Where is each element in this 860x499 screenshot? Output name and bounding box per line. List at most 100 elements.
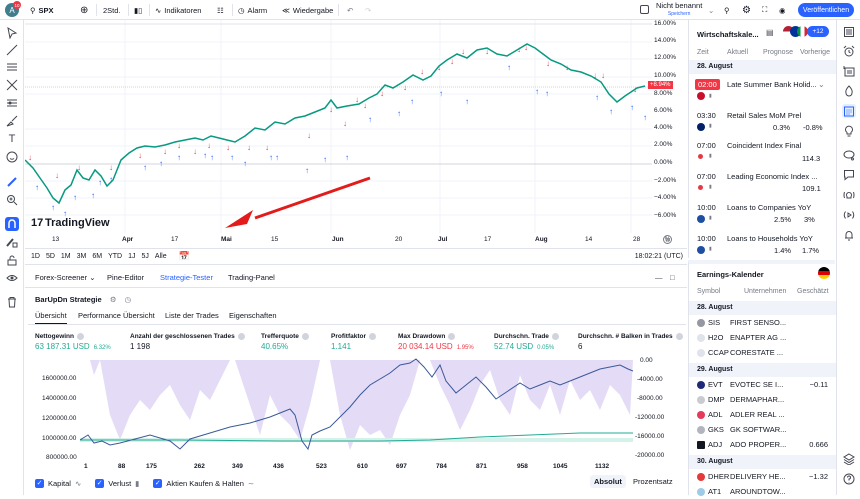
flag-us-icon[interactable]	[783, 26, 794, 37]
strategy-name[interactable]: BarUpDn Strategie ⚙ ◷	[35, 295, 132, 304]
interval-button[interactable]: 2Std.	[103, 5, 121, 15]
earnings-row[interactable]: GKS GK SOFTWAR...	[689, 423, 836, 437]
subtab-overview[interactable]: Übersicht	[35, 311, 67, 325]
calendar-range-icon[interactable]: 📅	[178, 251, 190, 261]
tab-strategy-tester[interactable]: Strategie-Tester	[160, 273, 213, 282]
help-icon[interactable]	[842, 472, 856, 486]
layouts-button[interactable]: ☷	[217, 0, 224, 20]
layers-icon[interactable]	[842, 452, 856, 466]
earnings-row[interactable]: CCAP CORESTATE ...	[689, 346, 836, 360]
range-ytd[interactable]: YTD	[108, 253, 123, 260]
goto-settings-icon[interactable]: ⊗	[665, 237, 671, 244]
subtab-properties[interactable]: Eigenschaften	[229, 311, 277, 320]
undo-button[interactable]: ↶	[347, 0, 353, 20]
alarm-button[interactable]: ◷ Alarm	[238, 5, 268, 15]
mode-percent-button[interactable]: Prozentsatz	[633, 477, 673, 486]
earnings-row[interactable]: H2O ENAPTER AG ...	[689, 331, 836, 345]
earnings-row[interactable]: DMP DERMAPHAR...	[689, 393, 836, 407]
earnings-row[interactable]: EVT EVOTEC SE I... −0.11	[689, 378, 836, 392]
flag-eu-icon[interactable]	[790, 26, 801, 37]
range-all[interactable]: Alle	[154, 253, 167, 260]
price-axis[interactable]: 16.00% 14.00% 12.00% 10.00% 8.00% 6.00% …	[654, 20, 677, 219]
cursor-icon[interactable]	[5, 26, 19, 40]
svg-text:↑: ↑	[177, 153, 181, 162]
range-5d[interactable]: 5D	[45, 253, 55, 260]
more-countries-badge[interactable]: +12	[807, 26, 829, 37]
indicators-button[interactable]: ∿ Indikatoren	[155, 5, 202, 15]
add-symbol-button[interactable]: ⊕	[80, 0, 88, 20]
filter-icon[interactable]: ▤	[766, 28, 774, 37]
equity-chart[interactable]	[79, 355, 635, 460]
calendar-icon[interactable]	[842, 104, 856, 118]
strategy-alert-icon[interactable]: ◷	[124, 295, 132, 304]
messages-icon[interactable]	[842, 168, 856, 182]
earnings-row[interactable]: DHER DELIVERY HE... −1.32	[689, 470, 836, 484]
tab-pine-editor[interactable]: Pine-Editor	[107, 273, 145, 282]
settings-button[interactable]: ⚙	[742, 0, 751, 20]
ideas-lightbulb-icon[interactable]	[842, 124, 856, 138]
flag-de-icon[interactable]	[818, 267, 830, 279]
data-window-icon[interactable]	[842, 64, 856, 78]
lock-drawings-icon[interactable]	[5, 235, 19, 249]
earnings-row[interactable]: SIS FIRST SENSO...	[689, 316, 836, 330]
price-chart[interactable]: ↓ ↓ ↓ ↓ ↓ ↓ ↓ ↓ ↓ ↓ ↓ ↓ ↓ ↓ ↓ ↓ ↓ ↓ ↓ ↓ ↓ ↓ ↓ ↓ ↓ ↓ ↓ ↓ ↓ ↓ ↓ ↑ ↑ ↑ ↑ ↑ ↑ ↑ ↑…	[24, 20, 687, 248]
unlock-icon[interactable]	[5, 253, 19, 267]
maximize-panel-icon[interactable]: □	[670, 273, 675, 282]
ruler-icon[interactable]	[5, 175, 19, 189]
zoom-in-icon[interactable]	[5, 193, 19, 207]
chart-type-button[interactable]: ▮▯	[134, 0, 142, 20]
mode-absolute-button[interactable]: Absolut	[590, 475, 626, 488]
publish-button[interactable]: Veröffentlichen	[798, 3, 854, 17]
snapshot-button[interactable]: ◉	[779, 0, 786, 20]
magnet-icon[interactable]	[5, 217, 19, 231]
emoji-icon[interactable]	[5, 150, 19, 164]
layout-name-button[interactable]: Nicht benannt Speichern	[656, 1, 703, 18]
range-1m[interactable]: 1M	[60, 253, 71, 260]
trash-icon[interactable]	[5, 295, 19, 309]
layout-dropdown-button[interactable]: ⌄	[708, 0, 714, 20]
quick-search-button[interactable]: ⚲	[724, 0, 730, 20]
strategy-settings-icon[interactable]: ⚙	[109, 295, 117, 304]
time-axis[interactable]: 13 Apr 17 Mai 15 Jun 20 Jul 17 Aug 14 28…	[52, 236, 671, 244]
info-icon	[77, 333, 84, 340]
watchlist-icon[interactable]	[842, 25, 856, 39]
redo-button[interactable]: ↷	[365, 0, 371, 20]
range-3m[interactable]: 3M	[76, 253, 87, 260]
text-icon[interactable]: T	[8, 133, 16, 145]
svg-text:↓: ↓	[55, 171, 59, 180]
brush-icon[interactable]	[5, 114, 19, 128]
fib-lines-icon[interactable]	[5, 60, 19, 74]
subtab-performance[interactable]: Performance Übersicht	[78, 311, 155, 320]
earnings-row[interactable]: ADL ADLER REAL ...	[689, 408, 836, 422]
tab-trading-panel[interactable]: Trading-Panel	[228, 273, 275, 282]
earnings-row[interactable]: AT1 AROUNDTOW...	[689, 485, 836, 499]
utc-clock[interactable]: 18:02:21 (UTC)	[634, 253, 683, 260]
range-6m[interactable]: 6M	[92, 253, 103, 260]
minimize-panel-icon[interactable]: —	[655, 273, 663, 282]
tab-forex-screener[interactable]: Forex-Screener ⌄	[35, 273, 96, 282]
alarm-clock-icon[interactable]	[842, 44, 856, 58]
streams-icon[interactable]	[842, 188, 856, 202]
range-1j[interactable]: 1J	[128, 253, 136, 260]
broadcast-icon[interactable]	[842, 208, 856, 222]
subtab-trades-list[interactable]: Liste der Trades	[165, 311, 219, 320]
trend-line-icon[interactable]	[5, 43, 19, 57]
projection-icon[interactable]	[5, 96, 19, 110]
pattern-icon[interactable]	[5, 78, 19, 92]
layout-square-icon[interactable]	[640, 5, 649, 14]
chat-icon[interactable]	[842, 148, 856, 162]
range-5j[interactable]: 5J	[141, 253, 149, 260]
hotlist-icon[interactable]	[842, 84, 856, 98]
legend-buy-hold[interactable]: ✓ Aktien Kaufen & Halten ∼	[153, 478, 255, 488]
legend-drawdown[interactable]: ✓ Verlust ▮	[95, 478, 140, 488]
auto-scale-icon[interactable]: %	[663, 235, 672, 244]
replay-button[interactable]: ≪ Wiedergabe	[282, 5, 334, 15]
flag-it-icon[interactable]	[797, 26, 808, 37]
range-1d[interactable]: 1D	[31, 253, 40, 260]
legend-capital[interactable]: ✓ Kapital ∿	[35, 478, 82, 488]
eye-icon[interactable]	[5, 271, 19, 285]
notifications-bell-icon[interactable]	[842, 228, 856, 242]
fullscreen-button[interactable]: ⛶	[762, 0, 767, 20]
earnings-row[interactable]: ADJ ADO PROPER... 0.666	[689, 438, 836, 452]
symbol-search-button[interactable]: ⚲ SPX	[30, 0, 54, 20]
